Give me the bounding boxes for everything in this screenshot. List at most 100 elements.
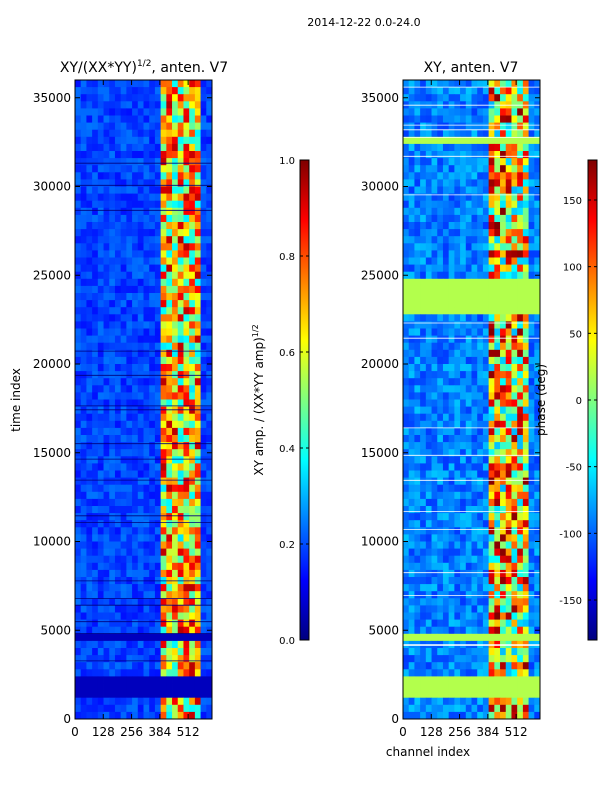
heatmap-cell	[132, 513, 139, 521]
heatmap-cell	[442, 172, 450, 180]
heatmap-cell	[206, 179, 213, 187]
heatmap-cell	[194, 527, 201, 535]
heatmap-cell	[172, 605, 179, 613]
heatmap-cell	[92, 385, 99, 393]
heatmap-cell	[471, 676, 478, 684]
heatmap-cell	[143, 165, 150, 173]
heatmap-cell	[528, 349, 535, 358]
heatmap-cell	[177, 278, 184, 287]
heatmap-cell	[206, 385, 213, 393]
heatmap-cell	[80, 484, 87, 493]
heatmap-cell	[448, 243, 455, 251]
heatmap-cell	[482, 129, 490, 138]
heatmap-cell	[448, 186, 455, 194]
heatmap-cell	[494, 250, 501, 258]
heatmap-cell	[403, 285, 410, 294]
heatmap-cell	[482, 293, 490, 301]
heatmap-cell	[528, 264, 535, 273]
heatmap-cell	[482, 314, 490, 322]
heatmap-cell	[454, 633, 461, 642]
heatmap-cell	[120, 640, 127, 649]
heatmap-cell	[454, 94, 461, 102]
ytick-label: 15000	[361, 446, 399, 460]
heatmap-cell	[448, 406, 455, 415]
heatmap-cell	[482, 321, 490, 329]
heatmap-cell	[517, 498, 524, 507]
heatmap-cell	[132, 669, 139, 677]
heatmap-cell	[500, 193, 507, 202]
heatmap-cell	[149, 662, 156, 670]
heatmap-cell	[460, 356, 467, 365]
heatmap-cell	[431, 456, 438, 464]
heatmap-cell	[120, 335, 127, 344]
heatmap-cell	[448, 108, 455, 116]
heatmap-cell	[522, 94, 529, 102]
heatmap-cell	[465, 491, 472, 500]
heatmap-cell	[194, 129, 201, 138]
heatmap-cell	[454, 683, 461, 691]
heatmap-cell	[132, 470, 139, 478]
heatmap-cell	[471, 300, 478, 308]
heatmap-cell	[408, 349, 415, 358]
heatmap-cell	[114, 314, 122, 322]
heatmap-cell	[420, 87, 427, 95]
colorbar-tick-label: 0.2	[279, 540, 295, 551]
heatmap-cell	[97, 101, 104, 109]
heatmap-cell	[120, 293, 127, 301]
heatmap-cell	[517, 371, 524, 379]
heatmap-cell	[143, 569, 150, 578]
heatmap-cell	[414, 122, 421, 131]
heatmap-cell	[189, 513, 196, 521]
heatmap-cell	[477, 612, 484, 620]
heatmap-cell	[114, 605, 122, 613]
heatmap-cell	[522, 143, 529, 152]
heatmap-cell	[454, 278, 461, 287]
heatmap-cell	[460, 122, 467, 131]
heatmap-cell	[132, 257, 139, 265]
heatmap-cell	[75, 285, 82, 294]
heatmap-cell	[132, 222, 139, 230]
heatmap-cell	[166, 548, 173, 557]
heatmap-cell	[114, 293, 122, 301]
heatmap-cell	[460, 257, 467, 265]
heatmap-cell	[177, 584, 184, 592]
heatmap-cell	[114, 442, 122, 450]
heatmap-cell	[97, 534, 104, 542]
heatmap-cell	[528, 236, 535, 244]
heatmap-cell	[505, 399, 512, 407]
heatmap-cell	[408, 498, 415, 507]
heatmap-cell	[97, 143, 104, 152]
heatmap-cell	[137, 278, 144, 287]
heatmap-cell	[97, 704, 104, 713]
heatmap-cell	[75, 491, 82, 500]
heatmap-cell	[160, 356, 167, 365]
heatmap-cell	[403, 633, 410, 642]
heatmap-cell	[114, 541, 122, 549]
heatmap-cell	[477, 364, 484, 372]
heatmap-cell	[494, 136, 501, 145]
heatmap-cell	[414, 264, 421, 273]
heatmap-cell	[420, 80, 427, 88]
heatmap-cell	[183, 456, 190, 464]
heatmap-cell	[143, 186, 150, 194]
heatmap-cell	[437, 690, 444, 699]
heatmap-cell	[425, 690, 432, 699]
heatmap-cell	[442, 307, 450, 315]
heatmap-cell	[92, 342, 99, 351]
heatmap-cell	[200, 285, 207, 294]
heatmap-cell	[454, 257, 461, 265]
heatmap-cell	[448, 136, 455, 145]
heatmap-cell	[92, 108, 99, 116]
heatmap-cell	[414, 669, 421, 677]
heatmap-cell	[505, 94, 512, 102]
heatmap-cell	[80, 392, 87, 400]
heatmap-cell	[120, 264, 127, 273]
heatmap-cell	[143, 484, 150, 493]
heatmap-cell	[505, 378, 512, 386]
heatmap-cell	[454, 236, 461, 244]
heatmap-cell	[92, 356, 99, 365]
heatmap-cell	[177, 442, 184, 450]
heatmap-cell	[143, 662, 150, 670]
heatmap-cell	[120, 214, 127, 223]
